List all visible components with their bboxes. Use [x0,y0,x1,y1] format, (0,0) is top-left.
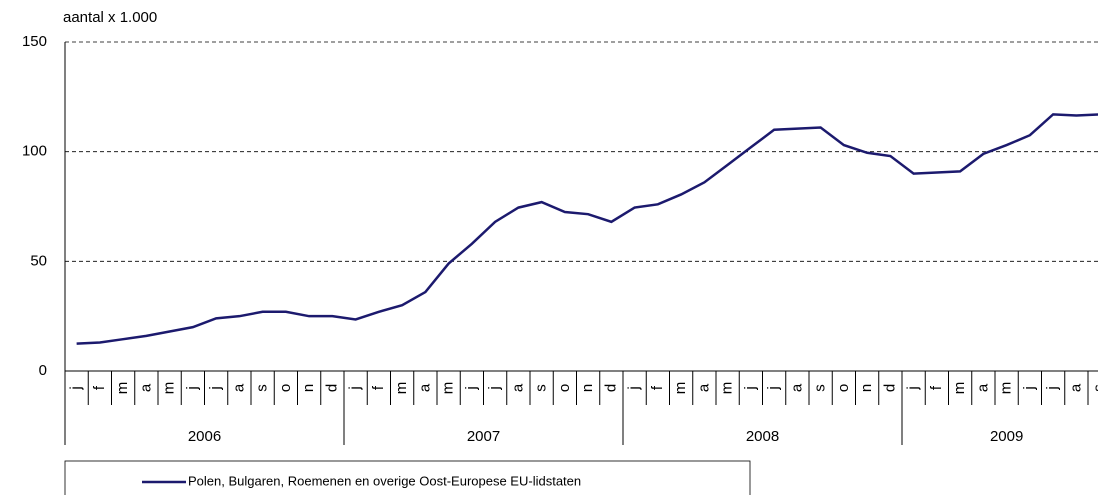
x-tick-label: a [974,383,991,392]
x-tick-label: n [300,384,317,392]
x-tick-label: j [207,386,224,390]
x-tick-label: f [649,385,666,390]
x-tick-label: m [161,382,178,395]
x-tick-label: o [556,384,573,392]
line-series [76,113,1098,345]
x-tick-label: n [579,384,596,392]
x-tick-label: f [91,385,108,390]
x-tick-label: a [788,383,805,392]
year-label: 2006 [188,428,221,445]
x-tick-label: j [1021,386,1038,390]
x-tick-label: s [1091,384,1098,392]
x-tick-label: j [184,386,201,390]
x-tick-label: m [440,382,457,395]
x-tick-label: o [277,384,294,392]
year-label: 2008 [746,428,779,445]
x-tick-label: a [509,383,526,392]
x-tick-label: s [533,384,550,392]
x-tick-label: d [602,384,619,392]
x-tick-label: a [230,383,247,392]
x-tick-label: j [347,386,364,390]
x-tick-label: j [765,386,782,390]
legend-box [64,460,751,495]
x-tick-label: j [905,386,922,390]
x-tick-label: m [998,382,1015,395]
y-axis-label: aantal x 1.000 [63,9,157,26]
x-tick-label: a [137,383,154,392]
x-tick-label: m [672,382,689,395]
x-tick-label: j [68,386,85,390]
legend-label: Polen, Bulgaren, Roemenen en overige Oos… [188,473,581,488]
x-tick-label: a [1067,383,1084,392]
x-tick-label: d [881,384,898,392]
x-tick-label: a [695,383,712,392]
y-tick-label: 50 [30,252,47,269]
x-tick-label: m [951,382,968,395]
x-tick-label: n [858,384,875,392]
y-tick-label: 0 [39,362,47,379]
x-tick-label: m [393,382,410,395]
x-tick-label: j [626,386,643,390]
x-tick-label: j [486,386,503,390]
x-tick-label: j [742,386,759,390]
x-tick-label: f [370,385,387,390]
x-tick-label: s [812,384,829,392]
x-tick-label: m [719,382,736,395]
x-tick-label: j [463,386,480,390]
x-tick-label: j [1044,386,1061,390]
y-tick-label: 100 [22,143,47,160]
x-tick-label: o [835,384,852,392]
x-tick-label: m [114,382,131,395]
y-tick-label: 150 [22,33,47,50]
year-label: 2009 [990,428,1023,445]
x-tick-label: s [254,384,271,392]
x-tick-label: f [928,385,945,390]
x-tick-label: d [323,384,340,392]
year-label: 2007 [467,428,500,445]
x-tick-label: a [416,383,433,392]
